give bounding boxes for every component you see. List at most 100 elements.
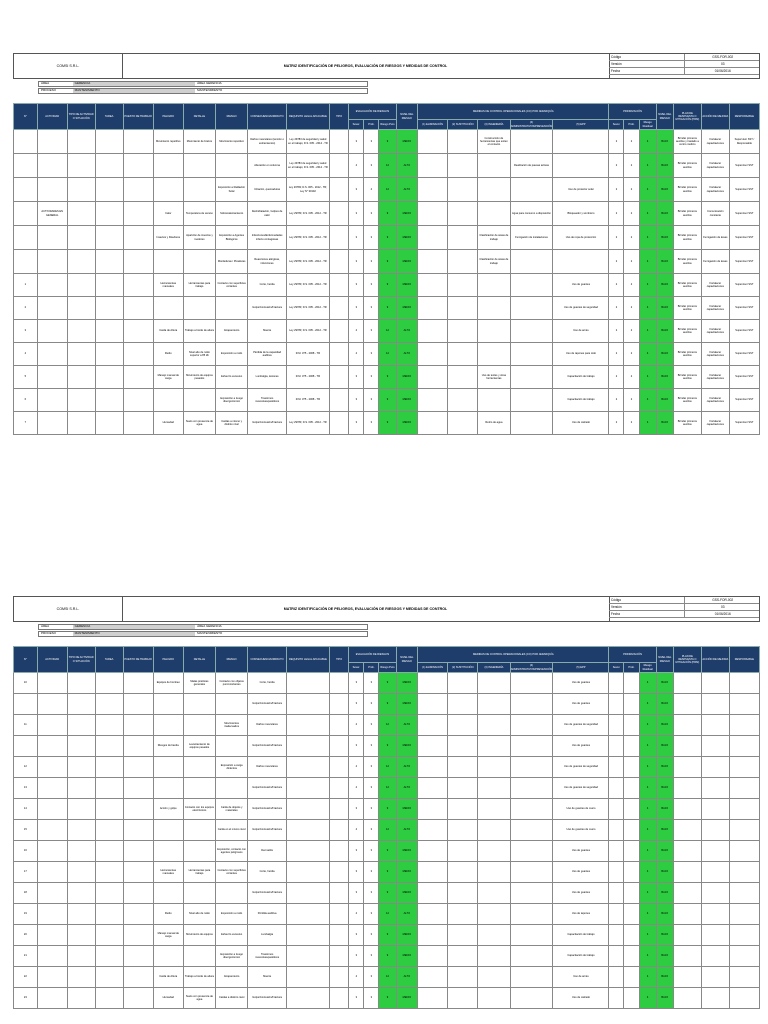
row-puesto xyxy=(122,714,154,736)
row-requisito xyxy=(285,714,330,736)
row-plan: Brindar primeros auxilios xyxy=(672,153,702,178)
row-tipo xyxy=(66,756,96,778)
row-responsable: Supervisor SST xyxy=(728,201,761,226)
row-sev: 3 xyxy=(348,388,365,412)
col-detalle: DETALLE xyxy=(182,103,217,130)
row-sev-2: 2 xyxy=(608,342,625,366)
row-actividad xyxy=(36,777,68,799)
row-nivel: ALTO xyxy=(395,342,419,366)
row-eliminacion xyxy=(417,365,449,389)
row-accion: Fortalecer capacitaciones xyxy=(700,177,730,202)
row-sev-2 xyxy=(608,861,625,883)
row-responsable: Supervisor SST / Responsable xyxy=(728,129,761,154)
row-requisito xyxy=(285,987,330,1009)
row-administrativos xyxy=(509,924,554,946)
row-consecuencia: Trastornos musculoesqueléticos xyxy=(247,388,287,412)
row-responsable: Supervisor SST xyxy=(728,225,761,250)
row-tipo xyxy=(66,693,96,715)
row-sustitucion xyxy=(447,798,479,820)
row-accion: Fortalecer capacitaciones xyxy=(700,411,730,435)
row-plan xyxy=(672,903,702,925)
row-tipo xyxy=(66,966,96,988)
row-plan: Brindar primeros auxilios xyxy=(672,296,702,320)
table-row: 10 Equipos de bombeo Malas prácticas gener… xyxy=(13,672,761,694)
row-puesto xyxy=(122,153,154,178)
row-plan xyxy=(672,798,702,820)
row-plan xyxy=(672,735,702,757)
row-peligro xyxy=(152,840,184,862)
row-tipo2 xyxy=(328,735,350,757)
row-nro: 1 xyxy=(13,273,38,297)
table-row: Mordeduras / Picaduras Reacciones alérgic… xyxy=(13,249,761,274)
col-prob-2: Prob. xyxy=(623,662,640,673)
row-tipo2 xyxy=(328,225,350,250)
row-responsable xyxy=(728,903,761,925)
row-plan xyxy=(672,966,702,988)
row-plan xyxy=(672,987,702,1009)
row-riesgo-puro: 9 xyxy=(378,672,397,694)
row-detalle: Suelo con presencia de agua xyxy=(182,411,217,435)
row-peligro xyxy=(152,249,184,274)
row-peligro xyxy=(152,819,184,841)
row-prob-2 xyxy=(623,672,640,694)
table-row: 19 Ruido Nivel alto de ruido Exposición a r… xyxy=(13,903,761,925)
row-detalle: Malas prácticas generales xyxy=(182,672,217,694)
row-puesto xyxy=(122,735,154,757)
row-sev: 3 xyxy=(348,672,365,694)
row-prob-2 xyxy=(623,987,640,1009)
row-sev: 4 xyxy=(348,756,365,778)
row-accion: Fortalecer capacitaciones xyxy=(700,273,730,297)
row-responsable: Supervisor SST xyxy=(728,342,761,366)
row-detalle xyxy=(182,388,217,412)
table-row: Exposición a Radiación Solar Irritación, … xyxy=(13,177,761,202)
row-sustitucion xyxy=(447,735,479,757)
row-administrativos: Realización de pausas activas xyxy=(509,153,554,178)
row-nivel-residual: BAJO xyxy=(655,693,674,715)
row-prob: 3 xyxy=(363,319,380,343)
row-tipo xyxy=(66,319,96,343)
row-detalle: Herramientas para trabajo xyxy=(182,273,217,297)
row-requisito: Ley 29783; D.S. 005 - 2012 - TR; Ley N° … xyxy=(285,177,330,202)
row-peligro: Herramientas manuales xyxy=(152,861,184,883)
row-accion xyxy=(700,987,730,1009)
row-riesgo-residual: 4 xyxy=(638,342,657,366)
col-nivel: NIVEL DEL RIESGO xyxy=(395,103,419,130)
meta-value: 03 xyxy=(683,61,760,67)
row-prob-2: 2 xyxy=(623,129,640,154)
row-detalle: Trabajo a borde de altura xyxy=(182,319,217,343)
col-tarea: TAREA xyxy=(94,103,124,130)
row-nivel-residual: BAJO xyxy=(655,924,674,946)
row-riesgo-puro: 12 xyxy=(378,177,397,202)
row-epp: Capacitación de trabajo xyxy=(552,388,610,412)
row-prob-2 xyxy=(623,840,640,862)
row-detalle xyxy=(182,819,217,841)
row-responsable xyxy=(728,987,761,1009)
row-tarea xyxy=(94,798,124,820)
row-riesgo-residual: 4 xyxy=(638,225,657,250)
area-info: ÁREA GERENCIA ÁREA GERENCIA PROCESO MANTENIM… xyxy=(38,81,368,94)
row-sustitucion xyxy=(447,365,479,389)
row-actividad xyxy=(36,882,68,904)
row-nivel-residual: BAJO xyxy=(655,945,674,967)
row-accion xyxy=(700,714,730,736)
row-requisito xyxy=(285,672,330,694)
row-actividad xyxy=(36,924,68,946)
row-epp: Bloqueador y sombrero xyxy=(552,201,610,226)
row-tarea xyxy=(94,966,124,988)
row-peligro xyxy=(152,296,184,320)
row-consecuencia: Golpe/Contusión/Fractura xyxy=(247,987,287,1009)
col-puesto: PUESTO DE TRABAJO xyxy=(122,103,154,130)
col-prob-2: Prob. xyxy=(623,119,640,130)
row-sev-2: 2 xyxy=(608,273,625,297)
row-nivel: MEDIO xyxy=(395,798,419,820)
row-tipo2 xyxy=(328,249,350,274)
row-administrativos xyxy=(509,882,554,904)
row-tipo2 xyxy=(328,273,350,297)
row-nivel: MEDIO xyxy=(395,201,419,226)
row-responsable xyxy=(728,756,761,778)
row-riesgo-residual: 4 xyxy=(638,945,657,967)
row-eliminacion xyxy=(417,153,449,178)
row-nro xyxy=(13,129,38,154)
row-eliminacion xyxy=(417,798,449,820)
row-prob: 3 xyxy=(363,225,380,250)
